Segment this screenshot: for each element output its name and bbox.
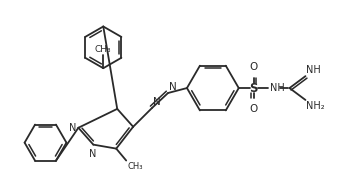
Text: N: N [88,149,96,159]
Text: N: N [153,97,161,107]
Text: N: N [169,82,177,92]
Text: NH: NH [306,65,321,75]
Text: O: O [249,62,258,72]
Text: NH₂: NH₂ [306,101,325,111]
Text: N: N [69,123,76,133]
Text: S: S [249,81,258,94]
Text: CH₃: CH₃ [127,162,143,170]
Text: CH₃: CH₃ [95,45,112,54]
Text: O: O [249,104,258,114]
Text: NH: NH [270,83,284,93]
